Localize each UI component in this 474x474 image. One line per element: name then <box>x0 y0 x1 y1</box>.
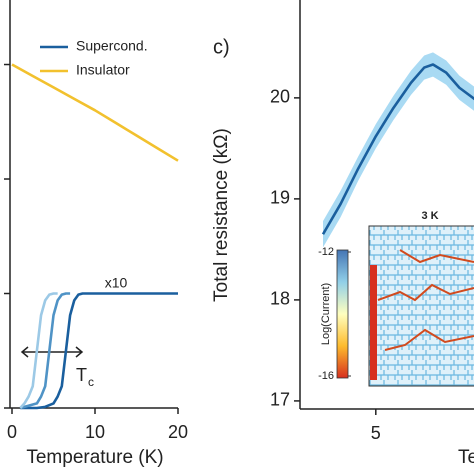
inset <box>336 225 474 387</box>
x-axis-label: Temperature (K) <box>26 447 163 468</box>
colorbar-tick-label: -16 <box>318 370 334 382</box>
colorbar-label: Log(Current) <box>320 283 332 345</box>
annotation: T <box>76 365 87 385</box>
colorbar-tick-label: -12 <box>318 246 334 258</box>
x-tick-label: 0 <box>7 422 17 442</box>
line <box>20 292 178 410</box>
x-tick-label: 10 <box>85 422 105 442</box>
legend-label: Supercond. <box>76 38 148 54</box>
y-tick-label: 17 <box>270 390 290 410</box>
inset-paths <box>377 249 474 351</box>
line <box>321 63 474 235</box>
y-tick-label: 20 <box>270 87 290 107</box>
error-band <box>323 52 474 248</box>
colorbar <box>336 249 349 379</box>
inset-title: 3 K <box>421 210 438 222</box>
x-axis-label: Te <box>458 447 474 468</box>
line <box>19 292 58 409</box>
tc-arrow <box>20 346 84 358</box>
x-tick-label: 5 <box>371 423 381 443</box>
x-tick-label: 20 <box>168 422 188 442</box>
legend-label: Insulator <box>76 62 130 78</box>
line <box>19 292 71 410</box>
panel-label: c) <box>213 36 230 58</box>
y-tick-label: 18 <box>270 289 290 309</box>
y-tick-label: 19 <box>270 188 290 208</box>
annotation: x10 <box>105 275 128 291</box>
y-axis-label: Total resistance (kΩ) <box>211 128 232 302</box>
inset-map <box>368 225 474 387</box>
line <box>11 63 179 162</box>
annotation: c <box>88 375 94 389</box>
inset-edge <box>370 265 377 380</box>
